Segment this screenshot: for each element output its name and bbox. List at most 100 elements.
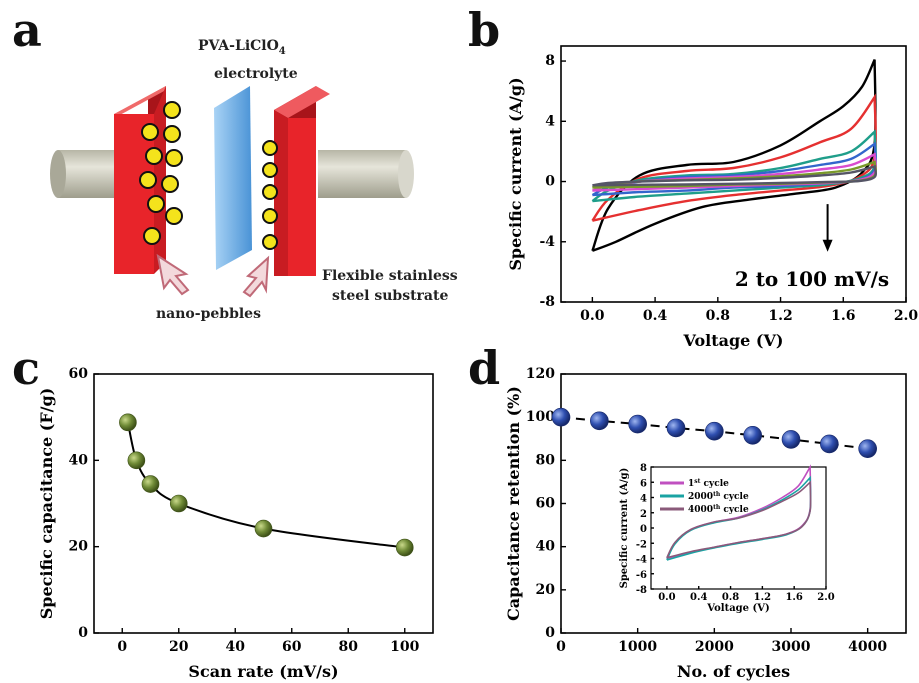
x-tick-label: 1.2 [768,308,792,324]
panel-label-d: d [468,341,500,395]
y-tick-label: 40 [536,539,556,555]
x-tick-label: 40 [226,639,246,655]
y-tick-label: -6 [636,570,647,581]
data-point-1500 [666,418,686,438]
x-tick-label: 80 [339,639,359,655]
x-tick-label: 0.4 [643,308,668,324]
legend-label-3: 4000th cycle [688,504,749,515]
y-tick-label: 120 [526,366,555,382]
data-point-2000 [705,421,724,441]
data-point-500 [590,411,609,431]
y-tick-label: 60 [69,366,89,382]
x-tick-label: 1.6 [785,592,802,603]
x-axis-title: Scan rate (mV/s) [188,662,338,681]
y-axis-title: Specific capacitance (F/g) [37,388,56,620]
x-tick-label: 1.2 [754,592,771,603]
data-point-100 [395,538,414,557]
separator-membrane [214,86,252,270]
electrolyte-label-line2: electrolyte [214,66,298,82]
y-tick-label: -4 [539,234,555,250]
x-tick-label: 0.4 [690,592,707,603]
panel-label-a: a [12,3,42,57]
data-point-50 [254,519,273,538]
panel-c-capacitance-chart: c 0 20 40 60 80 100 0 20 40 60 Scan rate (mV/s) Spe… [12,341,434,681]
data-point-4000 [858,439,877,458]
right-electrode-plate [274,86,330,276]
x-tick-label: 0.8 [706,308,730,324]
y-tick-label: -8 [636,585,647,596]
y-tick-label: -8 [539,294,555,310]
x-tick-label: 2000 [695,639,734,655]
x-tick-label: 0 [117,639,127,655]
y-tick-label: 4 [640,494,647,505]
right-rod [318,150,414,198]
x-tick-label: 0.0 [580,308,605,324]
panel-a-schematic: a [12,3,458,322]
y-tick-label: 0 [545,625,555,641]
nano-pebbles-label: nano-pebbles [156,306,261,322]
y-tick-label: 40 [69,452,89,468]
cv-loop-7 [592,164,877,187]
plot-frame [93,373,434,634]
scan-rate-arrowhead [822,239,833,252]
data-point-3000 [781,430,801,449]
left-pebbles [139,101,183,245]
data-point-2500 [743,425,762,445]
panel-b-cv-chart: b 0.0 0.4 0.8 1.2 1.6 2.0 8 4 0 -4 -8 Voltage (V) Sp… [468,3,918,350]
panel-label-b: b [468,3,500,57]
y-tick-label: 60 [536,496,556,512]
x-tick-label: 2.0 [817,592,834,603]
substrate-label-line2: steel substrate [332,288,448,304]
substrate-label-line1: Flexible stainless [322,268,458,284]
y-axis-title: Specific current (A/g) [506,77,525,270]
data-point-3500 [820,434,839,454]
y-tick-label: 8 [545,53,555,69]
data-point-1000 [628,414,647,434]
y-tick-label: 20 [69,539,89,555]
data-point-0 [551,407,571,427]
cv-loop-3 [591,129,877,203]
y-tick-label: -2 [636,539,647,550]
x-tick-label: 0.8 [722,592,739,603]
cv-loop-2 [591,93,877,222]
x-tick-label: 0 [556,639,566,655]
y-tick-label: 100 [526,409,555,425]
x-tick-label: 1000 [618,639,657,655]
x-tick-label: 2.0 [894,308,919,324]
x-axis-title: Voltage (V) [706,603,769,614]
x-axis-title: No. of cycles [677,662,790,681]
y-tick-label: 80 [536,452,556,468]
x-axis-title: Voltage (V) [683,331,784,350]
y-axis-title: Capacitance retention (%) [504,386,523,621]
y-tick-label: -4 [636,555,647,566]
legend-label-2: 2000th cycle [688,491,749,502]
y-tick-label: 0 [640,524,647,535]
data-point-5 [127,451,146,470]
x-tick-label: 20 [169,639,189,655]
pebble-arrows [156,253,270,298]
y-tick-label: 8 [640,463,647,474]
y-tick-label: 0 [78,625,88,641]
y-tick-label: 2 [640,509,647,520]
x-tick-label: 3000 [772,639,811,655]
right-pebbles [262,140,278,250]
plot-frame [560,45,907,303]
x-tick-label: 0.0 [658,592,675,603]
legend-label-1: 1st cycle [688,478,729,489]
electrolyte-label-line1: PVA-LiClO4 [198,38,286,57]
cv-loop-1 [591,59,877,252]
data-point-2 [119,413,137,432]
y-tick-label: 6 [640,478,647,489]
y-tick-label: 4 [545,113,555,129]
x-tick-label: 60 [282,639,302,655]
cv-loop-3 [666,480,812,559]
data-point-10 [141,475,160,493]
y-axis-title: Specific current (A/g) [619,468,630,589]
scan-rate-annotation: 2 to 100 mV/s [735,267,889,291]
x-tick-label: 1.6 [831,308,855,324]
x-tick-label: 4000 [848,639,887,655]
y-tick-label: 0 [545,174,555,190]
x-tick-label: 100 [390,639,419,655]
